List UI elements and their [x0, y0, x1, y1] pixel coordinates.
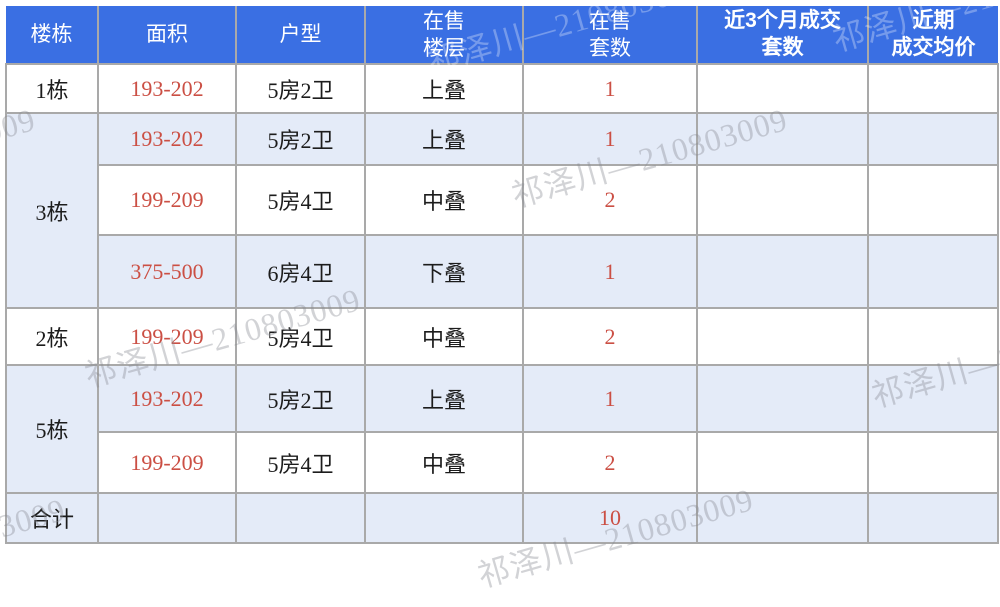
cell-unit-type: 5房4卫: [235, 164, 366, 236]
table-row: 5栋 193-202 5房2卫 上叠 1: [5, 364, 999, 494]
cell-avg-price: [867, 234, 999, 309]
cell-area: [97, 492, 237, 544]
page: { "watermark": { "text": "祁泽川—210803009"…: [0, 6, 1000, 605]
cell-floor: 上叠: [364, 63, 524, 114]
cell-avg-price: [867, 164, 999, 236]
cell-building: 5栋: [5, 364, 99, 494]
cell-on-sale-count: 2: [522, 164, 698, 236]
table-row: 3栋 193-202 5房2卫 上叠 1: [5, 112, 999, 309]
column-header-area: 面积: [97, 6, 237, 65]
cell-on-sale-count: 10: [522, 492, 698, 544]
cell-area: 193-202: [97, 63, 237, 114]
column-header-unit-type: 户型: [235, 6, 366, 65]
cell-sold-3m: [696, 492, 869, 544]
cell-sold-3m: [696, 431, 869, 494]
cell-unit-type: 5房2卫: [235, 364, 366, 433]
column-header-on-sale-count: 在售 套数: [522, 6, 698, 65]
table-row: 1栋 193-202 5房2卫 上叠 1: [5, 63, 999, 114]
cell-avg-price: [867, 63, 999, 114]
cell-unit-type: 5房4卫: [235, 307, 366, 366]
cell-avg-price: [867, 431, 999, 494]
cell-floor: 上叠: [364, 364, 524, 433]
cell-sold-3m: [696, 63, 869, 114]
cell-sold-3m: [696, 234, 869, 309]
cell-floor: 中叠: [364, 431, 524, 494]
cell-area: 375-500: [97, 234, 237, 309]
table-row: 199-209 5房4卫 中叠 2: [6, 431, 999, 494]
cell-floor: 中叠: [364, 307, 524, 366]
cell-unit-type: 6房4卫: [235, 234, 366, 309]
column-header-building: 楼栋: [6, 6, 99, 65]
column-header-avg-price: 近期 成交均价: [867, 6, 998, 65]
cell-on-sale-count: 1: [522, 63, 698, 114]
cell-building: 2栋: [5, 307, 99, 366]
header-row: 楼栋 面积 户型 在售 楼层 在售 套数 近3个月成交 套数 近期 成交均价: [6, 6, 998, 65]
cell-on-sale-count: 2: [522, 307, 698, 366]
table-row: 2栋 199-209 5房4卫 中叠 2: [5, 307, 999, 366]
table-row: 375-500 6房4卫 下叠 1: [6, 234, 999, 309]
cell-floor: [364, 492, 524, 544]
cell-area: 199-209: [97, 307, 237, 366]
cell-unit-type: [235, 492, 366, 544]
cell-sold-3m: [696, 112, 869, 166]
cell-floor: 下叠: [364, 234, 524, 309]
cell-floor: 中叠: [364, 164, 524, 236]
cell-unit-type: 5房2卫: [235, 63, 366, 114]
cell-area: 199-209: [97, 164, 237, 236]
cell-area: 193-202: [97, 364, 237, 433]
cell-on-sale-count: 1: [522, 234, 698, 309]
cell-area: 199-209: [97, 431, 237, 494]
cell-sold-3m: [696, 307, 869, 366]
cell-building: 1栋: [5, 63, 99, 114]
cell-building: 合计: [5, 492, 99, 544]
cell-building: 3栋: [5, 112, 99, 309]
cell-on-sale-count: 1: [522, 112, 698, 166]
total-row: 合计 10: [5, 492, 999, 544]
column-header-sold-3m: 近3个月成交 套数: [696, 6, 869, 65]
cell-on-sale-count: 2: [522, 431, 698, 494]
column-header-floor: 在售 楼层: [364, 6, 524, 65]
cell-avg-price: [867, 112, 999, 166]
cell-floor: 上叠: [364, 112, 524, 166]
table-row: 199-209 5房4卫 中叠 2: [6, 164, 999, 236]
cell-unit-type: 5房2卫: [235, 112, 366, 166]
cell-avg-price: [867, 307, 999, 366]
cell-avg-price: [867, 364, 999, 433]
cell-on-sale-count: 1: [522, 364, 698, 433]
cell-sold-3m: [696, 364, 869, 433]
listings-table: 楼栋 面积 户型 在售 楼层 在售 套数 近3个月成交 套数 近期 成交均价 1…: [5, 6, 999, 544]
cell-unit-type: 5房4卫: [235, 431, 366, 494]
listings-table-wrap: 楼栋 面积 户型 在售 楼层 在售 套数 近3个月成交 套数 近期 成交均价 1…: [5, 6, 999, 544]
cell-sold-3m: [696, 164, 869, 236]
cell-avg-price: [867, 492, 999, 544]
cell-area: 193-202: [97, 112, 237, 166]
